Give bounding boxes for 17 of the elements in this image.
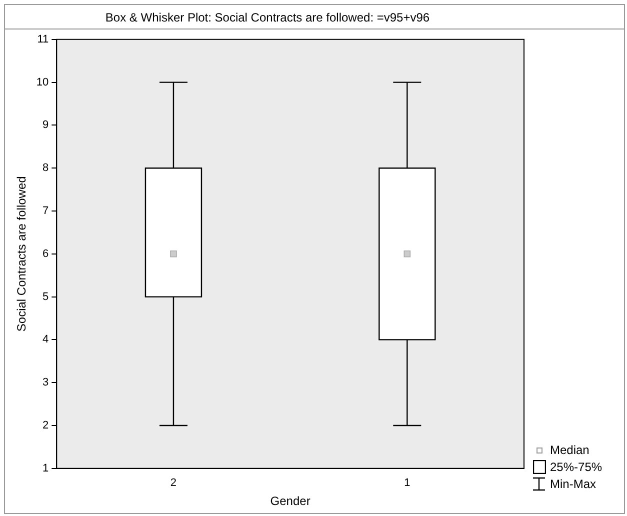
y-tick-label: 10 — [36, 76, 49, 88]
text: Min-Max — [550, 476, 596, 490]
y-tick-label: 1 — [42, 462, 49, 474]
chart-title: Box & Whisker Plot: Social Contracts are followed: =v95+v96 — [105, 10, 430, 25]
y-axis-title: Social Contracts are followed — [14, 176, 29, 332]
y-tick-label: 7 — [42, 205, 49, 218]
y-tick-label: 3 — [42, 376, 49, 389]
text: Median — [550, 442, 590, 456]
y-tick-label: 11 — [37, 33, 49, 46]
y-tick-label: 5 — [42, 290, 49, 303]
y-tick-label: 2 — [42, 420, 49, 432]
y-tick-label: 8 — [42, 162, 49, 174]
text: 25%-75% — [550, 460, 602, 474]
x-axis-title: Gender — [270, 494, 310, 508]
y-tick-label: 9 — [42, 119, 49, 132]
y-tick-label: 4 — [42, 334, 49, 346]
y-tick-label: 6 — [42, 248, 49, 260]
